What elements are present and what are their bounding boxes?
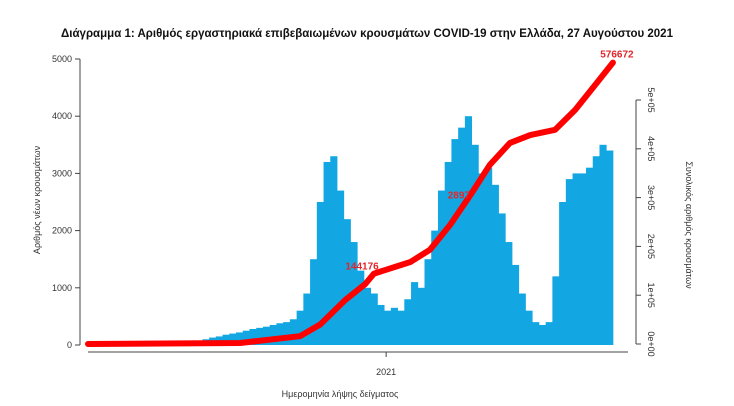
bar	[498, 213, 506, 345]
data-label: 2897	[448, 191, 471, 202]
y2-tick-label: 1e+05	[646, 283, 656, 308]
bar	[431, 230, 439, 345]
bar	[310, 259, 318, 345]
bar	[269, 324, 277, 345]
bar	[552, 276, 560, 345]
y2-tick-label: 2e+05	[646, 234, 656, 259]
bar	[511, 264, 520, 345]
bar	[518, 293, 526, 345]
bar	[411, 282, 419, 345]
bar	[256, 327, 264, 345]
bar	[592, 156, 600, 345]
bar	[363, 287, 372, 345]
bar	[296, 310, 304, 345]
bar	[579, 173, 587, 345]
bar	[572, 173, 580, 345]
bar	[222, 334, 230, 345]
bar	[343, 219, 351, 345]
bar	[424, 259, 432, 345]
bar	[377, 304, 385, 345]
bar	[330, 156, 338, 345]
bar	[417, 287, 425, 345]
bar	[565, 179, 573, 345]
y2-tick-label: 5e+05	[646, 87, 656, 112]
bar	[397, 310, 405, 345]
bar	[525, 310, 533, 345]
bar	[384, 310, 392, 345]
bar	[606, 150, 614, 345]
bar	[283, 322, 291, 345]
bar	[357, 270, 365, 345]
y-tick-label: 5000	[52, 54, 72, 64]
bars-group	[88, 116, 614, 345]
y2-axis-label: Συνολικός αριθμός κρουσμάτων	[684, 161, 694, 289]
x-tick-label: 2021	[376, 367, 396, 377]
bar	[485, 167, 493, 345]
bar	[464, 116, 473, 345]
bar	[437, 190, 446, 345]
axes-group: 0 1000 2000 3000 4000 5000 0e+00 1e+05 2e+05 3e+0…	[52, 54, 656, 377]
x-axis-label: Ημερομηνία λήψης δείγματος	[282, 389, 399, 399]
bar	[444, 161, 452, 345]
bar	[559, 202, 567, 345]
y-tick-label: 0	[67, 340, 72, 350]
bar	[471, 144, 479, 345]
y-tick-label: 4000	[52, 111, 72, 121]
bar	[370, 293, 378, 345]
bar	[236, 332, 244, 345]
bar	[229, 333, 237, 345]
bar	[337, 190, 345, 345]
y2-tick-label: 0e+00	[646, 331, 656, 356]
y-tick-label: 1000	[52, 283, 72, 293]
y2-tick-label: 4e+05	[646, 136, 656, 161]
chart-title: Διάγραμμα 1: Αριθμός εργαστηριακά επιβεβ…	[61, 28, 674, 40]
bar	[538, 324, 547, 345]
bar	[532, 322, 540, 345]
bar	[451, 139, 459, 345]
cumulative-line	[85, 59, 616, 347]
bar	[262, 326, 271, 345]
bar	[505, 242, 513, 345]
bar	[242, 330, 250, 345]
data-label: 144176	[345, 262, 379, 273]
bar	[316, 202, 324, 345]
bar	[289, 319, 298, 345]
bar	[599, 144, 607, 345]
bar	[323, 161, 331, 345]
bar	[276, 323, 284, 345]
bar	[458, 127, 466, 345]
bar	[545, 322, 553, 345]
y2-tick-label: 3e+05	[646, 185, 656, 210]
y-axis-label: Αριθμός νέων κρουσμάτων	[32, 145, 42, 254]
bar	[491, 184, 499, 345]
data-label: 576672	[600, 50, 634, 61]
bar	[390, 307, 398, 345]
cumulative-line-group: 144176 2897 576672	[85, 50, 634, 347]
y-tick-label: 2000	[52, 226, 72, 236]
bar	[303, 293, 311, 345]
y-tick-label: 3000	[52, 168, 72, 178]
bar	[404, 299, 412, 345]
bar	[478, 173, 486, 345]
bar	[249, 328, 257, 345]
bar	[586, 167, 594, 345]
